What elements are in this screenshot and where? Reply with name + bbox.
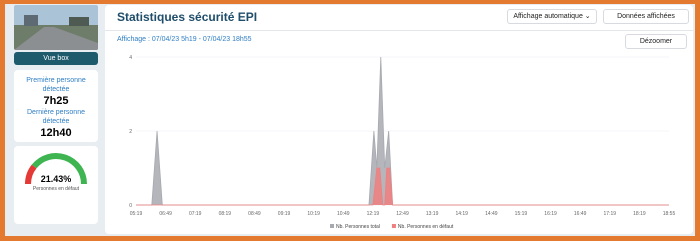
x-tick-label: 12:49 [396,211,409,217]
x-tick-label: 12:19 [367,211,380,217]
x-tick-label: 09:19 [278,211,291,217]
area-line [136,168,669,205]
x-tick-label: 16:19 [544,211,557,217]
x-tick-label: 18:55 [663,211,676,217]
x-tick-label: 16:49 [574,211,587,217]
x-tick-label: 14:49 [485,211,498,217]
screen: Vue box Première personne détectée 7h25 … [0,0,700,241]
x-tick-label: 08:49 [248,211,261,217]
y-tick-label: 0 [129,203,132,209]
y-tick-label: 4 [129,55,132,61]
x-tick-label: 14:19 [455,211,468,217]
app: Vue box Première personne détectée 7h25 … [5,4,695,236]
x-tick-label: 18:19 [633,211,646,217]
x-tick-label: 15:19 [515,211,528,217]
y-tick-label: 2 [129,129,132,135]
x-tick-label: 07:19 [189,211,202,217]
chart: 0 2 4 05:19 06:49 07:19 08:19 08:49 09:19 10:19 10… [5,4,695,236]
x-tick-label: 05:19 [130,211,143,217]
legend-swatch [330,224,334,228]
legend-swatch [392,224,396,228]
x-tick-label: 13:19 [426,211,439,217]
area-fill [136,168,669,205]
legend-label: Nb. Personnes en défaut [398,224,454,230]
legend-label: Nb. Personnes total [336,224,380,230]
x-tick-label: 06:49 [159,211,172,217]
x-tick-label: 10:49 [337,211,350,217]
x-tick-label: 08:19 [219,211,232,217]
x-tick-label: 10:19 [307,211,320,217]
x-tick-label: 17:19 [604,211,617,217]
